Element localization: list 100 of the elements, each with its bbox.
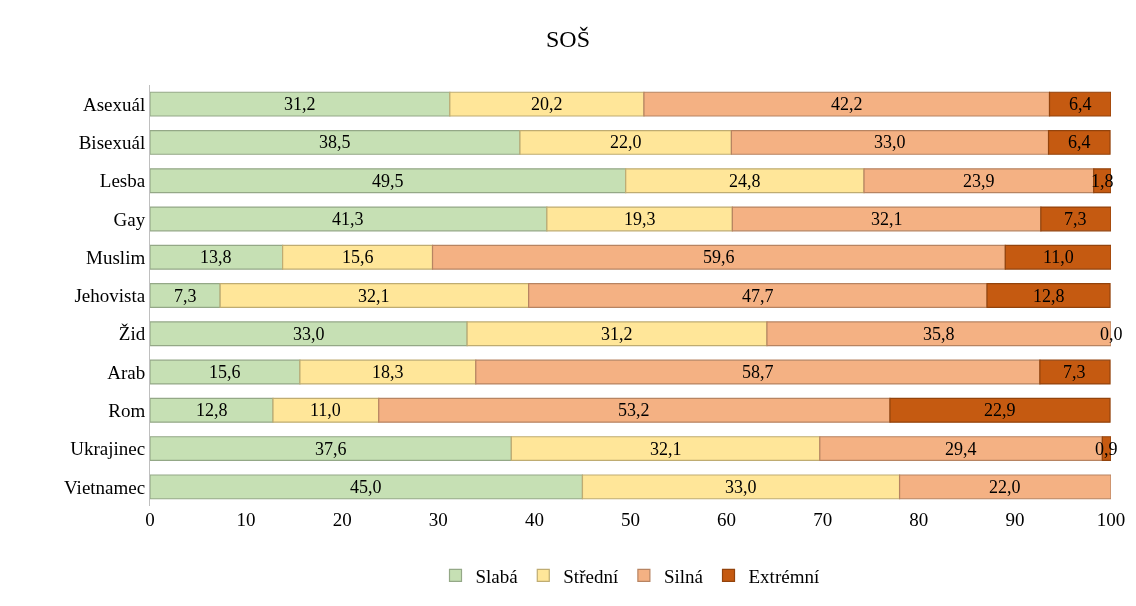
x-tick-label: 70 <box>813 509 833 530</box>
bar <box>1004 244 1111 270</box>
data-label: 15,6 <box>209 362 241 382</box>
data-label: 22,0 <box>989 477 1021 497</box>
y-tick-label: Ukrajinec <box>70 438 146 460</box>
bar <box>519 129 733 155</box>
x-tick-label: 100 <box>1096 509 1126 530</box>
data-label: 35,8 <box>923 324 955 344</box>
data-label: 32,1 <box>871 209 903 229</box>
bar <box>150 436 512 462</box>
data-label: 32,1 <box>358 286 390 306</box>
y-tick-label: Asexuál <box>82 93 146 115</box>
data-label: 22,9 <box>984 400 1016 420</box>
data-label: 6,4 <box>1069 94 1092 114</box>
data-label: 33,0 <box>293 324 325 344</box>
bar <box>150 206 548 232</box>
bar <box>150 91 451 117</box>
bar <box>898 474 1111 500</box>
bar <box>282 244 434 270</box>
bar <box>581 474 901 500</box>
data-label: 11,0 <box>1043 247 1074 267</box>
bar <box>378 397 891 423</box>
data-label: 11,0 <box>310 400 341 420</box>
data-label: 31,2 <box>601 324 633 344</box>
data-label: 20,2 <box>531 94 563 114</box>
bar <box>150 474 584 500</box>
y-tick-label: Rom <box>108 399 146 421</box>
bar <box>528 283 988 308</box>
y-tick-label: Žid <box>118 323 146 345</box>
data-label: 0,0 <box>1100 324 1123 344</box>
bar <box>272 397 380 423</box>
bar <box>643 91 1051 117</box>
data-label: 6,4 <box>1068 132 1091 152</box>
y-tick-label: Arab <box>107 361 146 383</box>
data-label: 7,3 <box>174 286 197 306</box>
data-label: 49,5 <box>372 171 404 191</box>
x-tick-label: 50 <box>621 509 640 530</box>
data-label: 33,0 <box>725 477 757 497</box>
bar <box>731 206 1042 232</box>
bar <box>150 283 221 308</box>
data-label: 12,8 <box>1033 286 1065 306</box>
bar <box>150 244 284 270</box>
x-tick-label: 90 <box>1005 509 1025 530</box>
bar <box>431 244 1006 270</box>
data-label: 19,3 <box>624 209 656 229</box>
bar <box>625 168 865 194</box>
bar <box>449 91 645 117</box>
data-label: 32,1 <box>650 439 682 459</box>
data-label: 31,2 <box>284 94 316 114</box>
bar <box>510 436 821 462</box>
bar <box>475 359 1041 385</box>
legend-label: Extrémní <box>748 565 820 587</box>
bar <box>1048 91 1111 117</box>
bar <box>889 397 1111 423</box>
x-tick-label: 30 <box>428 509 448 530</box>
bar <box>150 129 521 155</box>
y-tick-label: Bisexuál <box>78 132 146 154</box>
bar <box>150 168 627 194</box>
y-tick-label: Lesba <box>99 170 146 192</box>
bar <box>1047 129 1111 155</box>
data-label: 23,9 <box>963 171 995 191</box>
bar <box>150 359 301 385</box>
data-label: 37,6 <box>315 439 347 459</box>
bar <box>546 206 733 232</box>
x-tick-label: 40 <box>524 509 544 530</box>
legend-label: Slabá <box>475 565 519 587</box>
legend-label: Silná <box>663 565 704 587</box>
legend-label: Střední <box>563 565 619 587</box>
data-label: 7,3 <box>1064 209 1087 229</box>
data-label: 12,8 <box>196 400 228 420</box>
data-label: 29,4 <box>945 439 977 459</box>
data-label: 7,3 <box>1063 362 1086 382</box>
chart-title: SOŠ <box>545 26 591 53</box>
bar <box>299 359 477 385</box>
data-label: 15,6 <box>342 247 374 267</box>
bar <box>986 283 1111 308</box>
x-tick-label: 80 <box>909 509 929 530</box>
data-label: 33,0 <box>874 132 906 152</box>
data-label: 53,2 <box>618 400 650 420</box>
bar <box>150 321 468 347</box>
data-label: 24,8 <box>729 171 761 191</box>
bar <box>730 129 1050 155</box>
x-tick-label: 20 <box>332 509 352 530</box>
data-label: 42,2 <box>831 94 863 114</box>
y-tick-label: Jehovista <box>74 285 146 307</box>
data-label: 0,9 <box>1095 439 1118 459</box>
data-label: 47,7 <box>742 286 774 306</box>
y-tick-label: Muslim <box>86 246 146 268</box>
bar <box>466 321 768 347</box>
x-tick-label: 60 <box>717 509 737 530</box>
data-label: 45,0 <box>350 477 382 497</box>
bar <box>150 397 274 423</box>
data-label: 41,3 <box>332 209 364 229</box>
bar <box>219 283 530 308</box>
y-tick-label: Gay <box>113 208 146 230</box>
data-label: 59,6 <box>703 247 735 267</box>
data-label: 38,5 <box>319 132 351 152</box>
data-label: 58,7 <box>742 362 774 382</box>
data-label: 22,0 <box>610 132 642 152</box>
data-label: 13,8 <box>200 247 232 267</box>
